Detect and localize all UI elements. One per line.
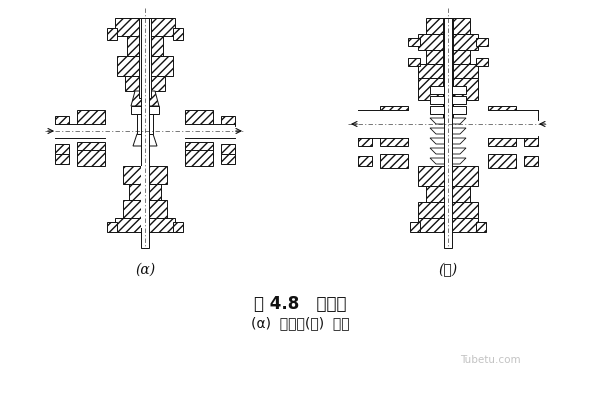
Bar	[410, 222, 420, 232]
Bar	[175, 124, 235, 138]
Bar	[117, 56, 173, 76]
Bar	[127, 36, 163, 56]
Bar	[418, 202, 478, 218]
Bar	[418, 64, 478, 78]
Bar	[185, 110, 213, 126]
Bar	[77, 110, 105, 126]
Bar	[524, 156, 538, 166]
Bar	[107, 28, 117, 40]
Bar	[476, 222, 486, 232]
Text: (α)  分流；(拒)  合流: (α) 分流；(拒) 合流	[251, 316, 349, 330]
Bar	[55, 124, 115, 138]
Bar	[430, 86, 466, 94]
Polygon shape	[430, 158, 466, 164]
Text: (α): (α)	[135, 263, 155, 277]
Bar	[478, 110, 538, 138]
Bar	[137, 114, 153, 134]
Bar	[488, 106, 516, 120]
Bar	[115, 18, 175, 36]
Bar	[444, 18, 452, 248]
Bar	[418, 78, 478, 100]
Bar	[358, 110, 372, 120]
Bar	[77, 150, 105, 166]
Bar	[358, 136, 372, 146]
Bar	[524, 110, 538, 120]
Bar	[131, 106, 159, 114]
Bar	[358, 156, 372, 166]
Bar	[430, 96, 466, 104]
Bar	[380, 132, 408, 146]
Polygon shape	[430, 148, 466, 154]
Bar	[125, 76, 165, 91]
Bar	[476, 38, 488, 46]
Bar	[185, 142, 213, 158]
Bar	[408, 58, 420, 66]
Text: Tubetu.com: Tubetu.com	[460, 355, 520, 365]
Bar	[123, 200, 167, 218]
Bar	[443, 18, 453, 118]
Bar	[173, 222, 183, 232]
Bar	[55, 154, 69, 164]
Bar	[77, 142, 105, 158]
Bar	[123, 166, 167, 184]
Text: 图 4.8   三通阀: 图 4.8 三通阀	[254, 295, 346, 313]
Polygon shape	[430, 128, 466, 134]
Bar	[185, 150, 213, 166]
Bar	[426, 50, 470, 64]
Bar	[173, 28, 183, 40]
Bar	[139, 18, 151, 98]
Bar	[476, 58, 488, 66]
Bar	[408, 38, 420, 46]
Polygon shape	[133, 134, 157, 146]
Bar	[418, 34, 478, 50]
Bar	[488, 154, 516, 168]
Bar	[221, 116, 235, 126]
Bar	[430, 106, 466, 114]
Bar	[107, 222, 117, 232]
Polygon shape	[131, 91, 159, 106]
Bar	[524, 136, 538, 146]
Polygon shape	[430, 138, 466, 144]
Bar	[221, 144, 235, 154]
Bar	[426, 18, 470, 34]
Bar	[55, 116, 69, 126]
Text: (拒): (拒)	[439, 263, 458, 277]
Bar	[141, 18, 149, 248]
Bar	[488, 132, 516, 146]
Polygon shape	[430, 118, 466, 124]
Bar	[426, 186, 470, 202]
Bar	[418, 166, 478, 186]
Bar	[129, 184, 161, 200]
Bar	[380, 154, 408, 168]
Bar	[115, 218, 175, 232]
Bar	[55, 144, 69, 154]
Bar	[418, 218, 478, 232]
Bar	[380, 106, 408, 120]
Bar	[141, 166, 149, 228]
Bar	[358, 110, 418, 138]
Bar	[221, 154, 235, 164]
